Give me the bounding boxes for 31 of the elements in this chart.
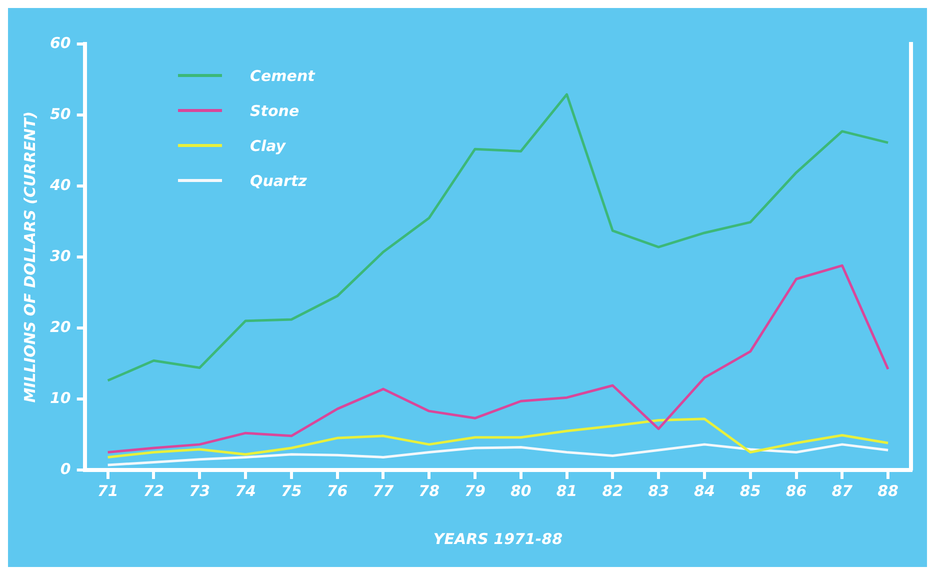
y-tick-label: 20 (50, 318, 71, 336)
x-tick-label: 85 (740, 482, 761, 500)
y-axis-title: MILLIONS OF DOLLARS (CURRENT) (20, 111, 39, 403)
x-tick-label: 75 (280, 482, 302, 500)
x-tick-label: 81 (556, 482, 578, 500)
x-tick-label: 82 (602, 482, 624, 500)
y-tick-label: 60 (50, 34, 71, 52)
x-tick-label: 86 (786, 482, 807, 500)
x-tick-label: 78 (418, 482, 440, 500)
x-tick-label: 83 (648, 482, 670, 500)
x-tick-label: 80 (510, 482, 532, 500)
legend-label: Quartz (250, 172, 307, 190)
legend-label: Stone (250, 102, 300, 120)
x-tick-label: 76 (326, 482, 348, 500)
x-tick-label: 87 (832, 482, 854, 500)
x-tick-label: 71 (97, 482, 118, 500)
x-axis-title: YEARS 1971-88 (433, 530, 563, 548)
x-tick-label: 79 (464, 482, 486, 500)
x-tick-label: 74 (235, 482, 256, 500)
x-tick-label: 77 (372, 482, 394, 500)
legend-label: Cement (250, 66, 315, 84)
x-tick-label: 88 (878, 482, 898, 500)
y-tick-label: 30 (50, 246, 71, 265)
y-tick-label: 10 (50, 388, 71, 407)
y-tick-label: 40 (49, 176, 71, 194)
x-tick-label: 72 (143, 482, 164, 500)
x-tick-label: 73 (189, 482, 210, 500)
x-tick-label: 84 (694, 482, 715, 500)
y-tick-label: 0 (60, 460, 71, 478)
legend-label: Clay (250, 136, 286, 154)
y-tick-label: 50 (50, 104, 71, 123)
